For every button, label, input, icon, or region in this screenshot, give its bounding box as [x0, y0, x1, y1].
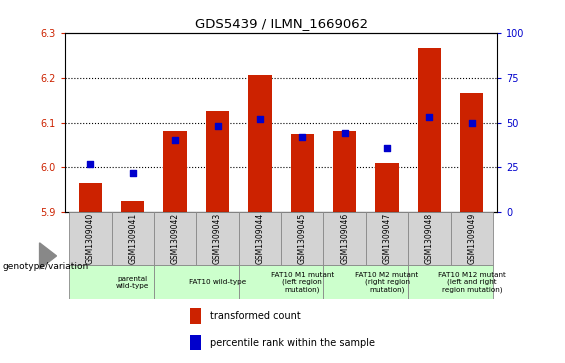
Title: GDS5439 / ILMN_1669062: GDS5439 / ILMN_1669062	[194, 17, 368, 30]
Text: FAT10 M1 mutant
(left region
mutation): FAT10 M1 mutant (left region mutation)	[271, 272, 334, 293]
Point	[213, 123, 222, 129]
Bar	[408, 265, 493, 299]
Bar	[238, 212, 281, 265]
Bar	[418, 48, 441, 212]
Bar	[154, 212, 197, 265]
Bar	[69, 212, 112, 265]
Bar	[121, 201, 145, 212]
Text: genotype/variation: genotype/variation	[3, 262, 89, 271]
Bar	[323, 265, 408, 299]
Point	[128, 170, 137, 176]
Point	[340, 130, 349, 136]
Bar	[69, 265, 154, 299]
Text: FAT10 M12 mutant
(left and right
region mutation): FAT10 M12 mutant (left and right region …	[438, 272, 506, 293]
Point	[467, 120, 476, 126]
Text: transformed count: transformed count	[210, 311, 301, 321]
Text: FAT10 M2 mutant
(right region
mutation): FAT10 M2 mutant (right region mutation)	[355, 272, 419, 293]
Text: FAT10 wild-type: FAT10 wild-type	[189, 279, 246, 285]
Text: GSM1309043: GSM1309043	[213, 213, 222, 264]
Polygon shape	[40, 243, 56, 269]
Text: GSM1309045: GSM1309045	[298, 213, 307, 264]
Bar	[281, 212, 323, 265]
Bar	[197, 212, 238, 265]
Text: parental
wild-type: parental wild-type	[116, 276, 150, 289]
Point	[86, 161, 95, 167]
Bar	[460, 93, 484, 212]
Text: GSM1309040: GSM1309040	[86, 213, 95, 264]
Point	[255, 116, 264, 122]
Text: GSM1309048: GSM1309048	[425, 213, 434, 264]
Bar	[333, 131, 357, 212]
Bar	[248, 76, 272, 212]
Point	[425, 114, 434, 120]
Bar	[190, 335, 201, 351]
Text: GSM1309041: GSM1309041	[128, 213, 137, 264]
Bar	[451, 212, 493, 265]
Bar	[290, 134, 314, 212]
Bar	[79, 183, 102, 212]
Text: GSM1309047: GSM1309047	[383, 213, 392, 264]
Bar	[163, 131, 187, 212]
Bar	[366, 212, 408, 265]
Bar	[323, 212, 366, 265]
Text: GSM1309046: GSM1309046	[340, 213, 349, 264]
Bar	[154, 265, 238, 299]
Bar	[112, 212, 154, 265]
Bar	[190, 308, 201, 324]
Point	[383, 145, 392, 151]
Bar	[408, 212, 451, 265]
Text: percentile rank within the sample: percentile rank within the sample	[210, 338, 375, 348]
Point	[171, 138, 180, 143]
Text: GSM1309044: GSM1309044	[255, 213, 264, 264]
Point	[298, 134, 307, 140]
Text: GSM1309049: GSM1309049	[467, 213, 476, 264]
Bar	[206, 111, 229, 212]
Text: GSM1309042: GSM1309042	[171, 213, 180, 264]
Bar	[375, 163, 399, 212]
Bar	[238, 265, 323, 299]
